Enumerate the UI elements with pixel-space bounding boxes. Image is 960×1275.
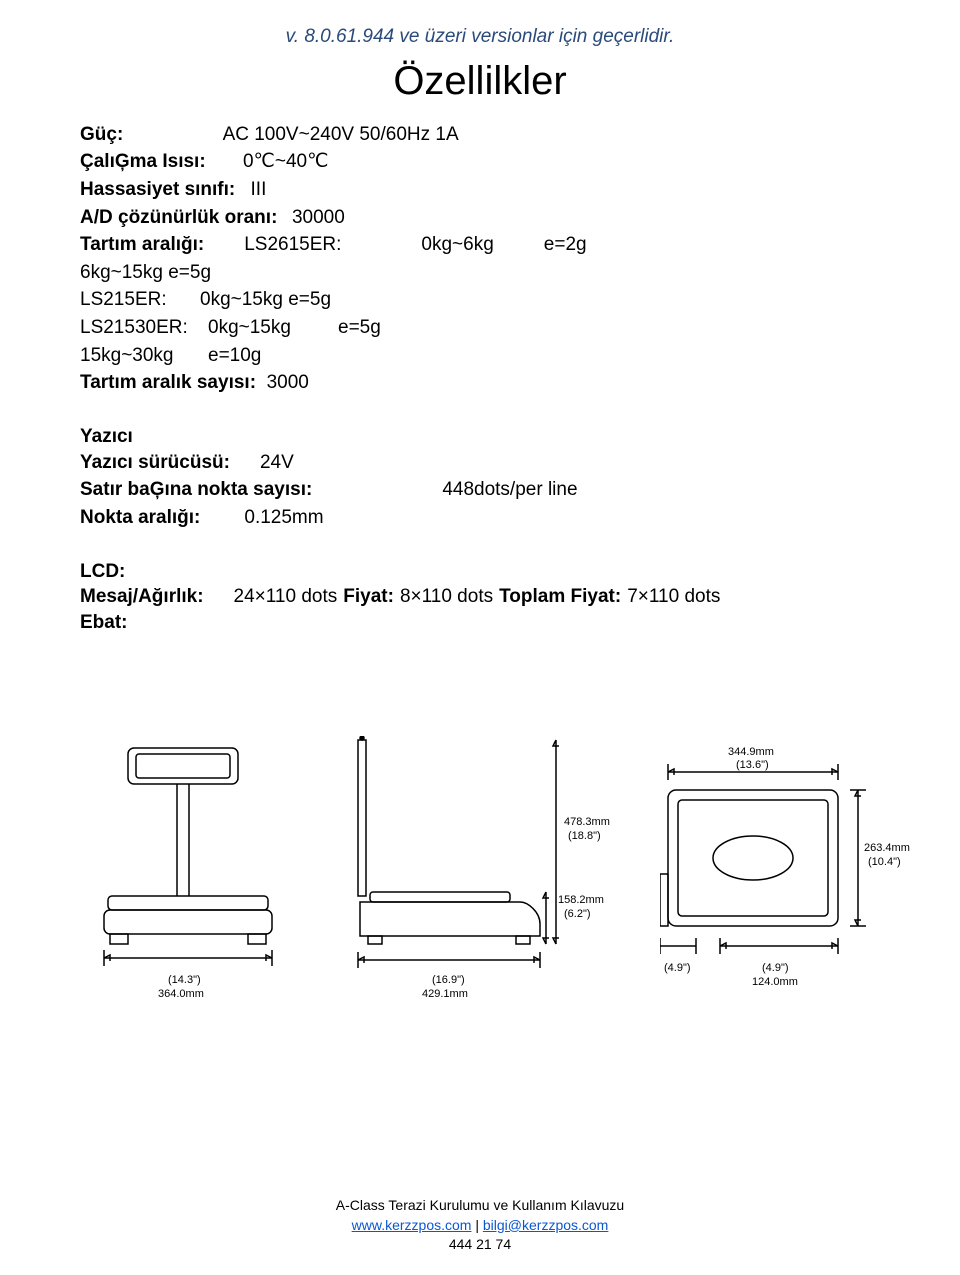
yazici-driver-label: Yazıcı sürücüsü: [80, 450, 230, 476]
spec-line-6: 6kg~15kg e=5g [80, 260, 880, 286]
top-w2-in: (4.9") [762, 962, 789, 974]
page-title: Özellilkler [80, 54, 880, 108]
ad-value: 30000 [287, 207, 345, 228]
dimension-diagrams: (14.3") 364.0mm [80, 716, 880, 1036]
specs-block: Güç: AC 100V~240V 50/60Hz 1A ÇalıĢma Isı… [80, 122, 880, 396]
ad-label: A/D çözünürlük oranı: [80, 207, 277, 228]
lcd-heading: LCD: [80, 559, 880, 585]
yazici-driver-value: 24V [260, 450, 294, 476]
satir-label: Satır baĢına nokta sayısı: [80, 477, 312, 503]
yazici-block: Yazıcı Yazıcı sürücüsü: 24V Satır baĢına… [80, 424, 880, 531]
side-h1-in: (18.8") [568, 830, 601, 842]
lcd-block: LCD: Mesaj/Ağırlık: 24×110 dots Fiyat: 8… [80, 559, 880, 636]
tartim-c3: e=2g [544, 232, 587, 258]
tartim-label: Tartım aralığı: [80, 232, 204, 258]
guc-label: Güç: [80, 124, 123, 145]
mesaj-seg3: 7×110 dots [627, 584, 720, 610]
footer-email-link[interactable]: bilgi@kerzzpos.com [483, 1217, 608, 1233]
top-h1-mm: 263.4mm [864, 842, 910, 854]
footer-sep: | [471, 1217, 482, 1233]
side-width-mm: 429.1mm [422, 988, 468, 1000]
side-h2-mm: 158.2mm [558, 894, 604, 906]
side-width-in: (16.9") [432, 974, 465, 986]
spec-line-8a: LS21530ER: [80, 315, 208, 341]
top-w2-mm: 124.0mm [752, 976, 798, 988]
top-w1-in: (13.6") [736, 759, 769, 771]
footer-line1: A-Class Terazi Kurulumu ve Kullanım Kıla… [0, 1196, 960, 1216]
top-w3-in: (4.9") [664, 962, 691, 974]
hassas-label: Hassasiyet sınıfı: [80, 179, 235, 200]
calis-value: 0℃~40℃ [243, 151, 328, 172]
footer-url-link[interactable]: www.kerzzpos.com [352, 1217, 472, 1233]
nokta-value: 0.125mm [244, 505, 323, 531]
side-view-diagram-icon [340, 736, 620, 996]
version-note: v. 8.0.61.944 ve üzeri versionlar için g… [80, 24, 880, 50]
yazici-heading: Yazıcı [80, 424, 880, 450]
footer-phone: 444 21 74 [0, 1235, 960, 1255]
ebat-label: Ebat: [80, 610, 880, 636]
tartim-sayisi-label: Tartım aralık sayısı: [80, 372, 256, 393]
page-footer: A-Class Terazi Kurulumu ve Kullanım Kıla… [0, 1196, 960, 1255]
front-view-diagram-icon [80, 746, 300, 986]
top-view-diagram-icon [660, 746, 900, 996]
satir-value: 448dots/per line [442, 477, 577, 503]
spec-line-8b: 0kg~15kg [208, 315, 338, 341]
spec-line-8c: e=5g [338, 315, 381, 341]
toplam-fiyat-label: Toplam Fiyat: [499, 584, 621, 610]
side-h1-mm: 478.3mm [564, 816, 610, 828]
mesaj-label: Mesaj/Ağırlık: [80, 584, 204, 610]
guc-value: AC 100V~240V 50/60Hz 1A [223, 124, 459, 145]
hassas-value: III [251, 179, 267, 200]
spec-line-7b: 0kg~15kg e=5g [200, 287, 331, 313]
spec-line-9b: e=10g [208, 343, 261, 369]
mesaj-seg2: 8×110 dots [400, 584, 493, 610]
calis-label: ÇalıĢma Isısı: [80, 151, 206, 172]
side-h2-in: (6.2") [564, 908, 591, 920]
spec-line-9a: 15kg~30kg [80, 343, 208, 369]
tartim-sayisi-value: 3000 [261, 372, 309, 393]
top-h1-in: (10.4") [868, 856, 901, 868]
front-width-in: (14.3") [168, 974, 201, 986]
top-w1-mm: 344.9mm [728, 746, 774, 758]
nokta-label: Nokta aralığı: [80, 505, 200, 531]
spec-line-7a: LS215ER: [80, 287, 200, 313]
front-width-mm: 364.0mm [158, 988, 204, 1000]
fiyat-label: Fiyat: [343, 584, 394, 610]
tartim-c2: 0kg~6kg [421, 232, 493, 258]
tartim-c1: LS2615ER: [244, 232, 341, 258]
mesaj-seg1: 24×110 dots [234, 584, 338, 610]
